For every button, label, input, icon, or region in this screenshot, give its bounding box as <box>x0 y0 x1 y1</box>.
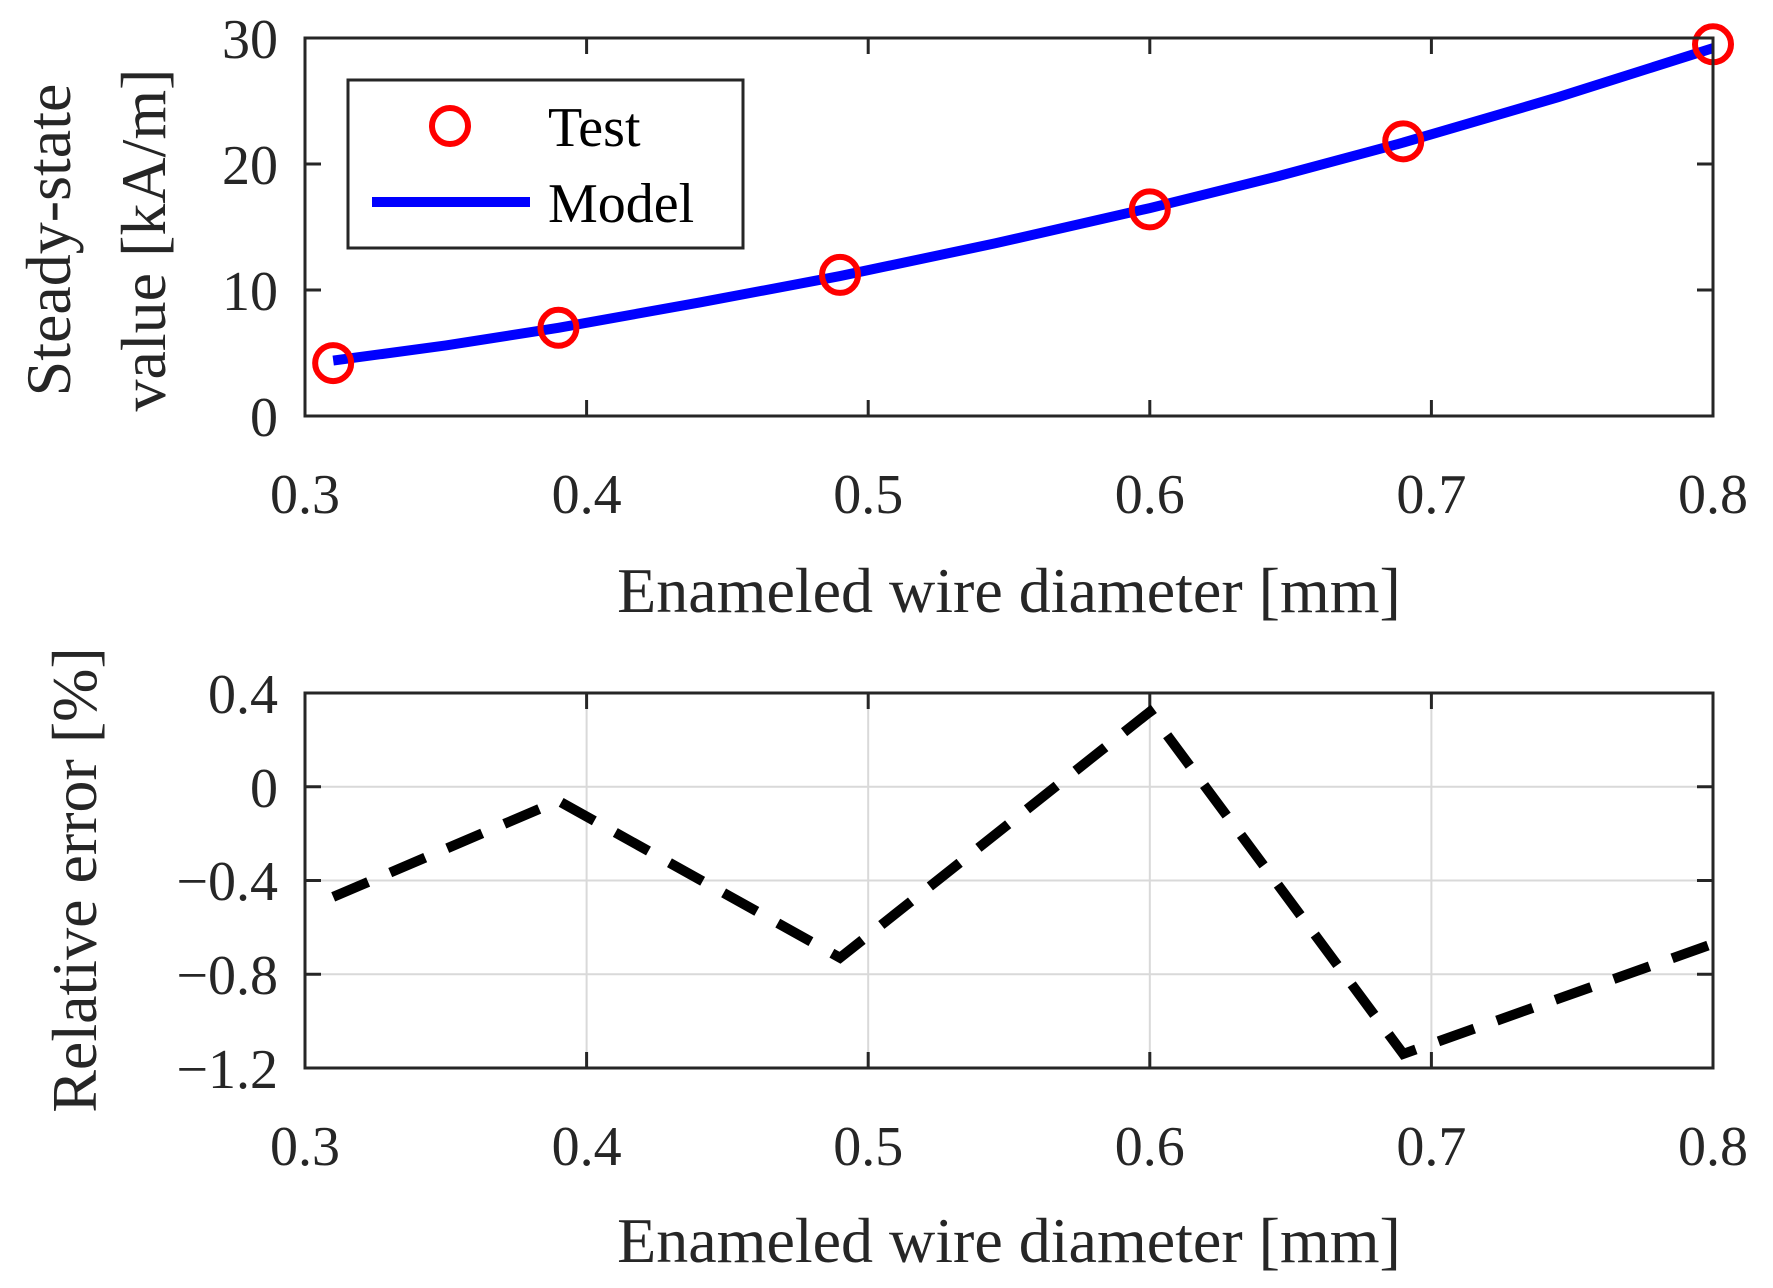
x-axis-label: Enameled wire diameter [mm] <box>617 555 1401 626</box>
legend-label-test: Test <box>548 97 641 159</box>
y-tick-label: 10 <box>222 261 278 323</box>
x-tick-labels: 0.3 0.4 0.5 0.6 0.7 0.8 <box>270 464 1748 526</box>
test-point <box>1382 120 1425 163</box>
legend: Test Model <box>346 78 745 250</box>
relative-error-line <box>331 704 1715 1060</box>
chart-steady-state: 0.3 0.4 0.5 0.6 0.7 0.8 0 10 20 30 Ename… <box>13 9 1748 626</box>
y-tick-label: 0 <box>250 387 278 449</box>
plot-frame <box>303 691 1715 1070</box>
test-point <box>537 306 580 349</box>
x-tick-labels: 0.3 0.4 0.5 0.6 0.7 0.8 <box>270 1116 1748 1178</box>
series-layer <box>331 704 1715 1060</box>
x-tick-label: 0.3 <box>270 464 340 526</box>
x-tick-label: 0.7 <box>1396 1116 1466 1178</box>
x-tick-label: 0.7 <box>1396 464 1466 526</box>
test-point <box>819 253 862 296</box>
legend-marker-test <box>429 105 471 147</box>
x-tick-label: 0.6 <box>1115 1116 1185 1178</box>
y-axis-label-line1: Steady-state <box>13 84 84 397</box>
y-tick-label: −0.8 <box>176 945 278 1007</box>
plot-frame <box>303 36 1715 418</box>
y-axis-label: Relative error [%] <box>39 647 110 1113</box>
legend-box <box>346 78 745 250</box>
test-point <box>1128 188 1171 231</box>
y-tick-label: 30 <box>222 9 278 71</box>
y-tick-label: −0.4 <box>176 851 278 913</box>
x-tick-label: 0.8 <box>1678 464 1748 526</box>
x-tick-label: 0.5 <box>833 1116 903 1178</box>
y-tick-label: 0.4 <box>208 664 278 726</box>
y-tick-labels: 0 10 20 30 <box>222 9 278 449</box>
y-tick-label: 20 <box>222 135 278 197</box>
x-axis-label: Enameled wire diameter [mm] <box>617 1205 1401 1276</box>
x-tick-label: 0.5 <box>833 464 903 526</box>
test-point <box>312 342 355 385</box>
x-tick-label: 0.6 <box>1115 464 1185 526</box>
y-tick-labels: 0.4 0 −0.4 −0.8 −1.2 <box>176 664 278 1101</box>
x-tick-label: 0.3 <box>270 1116 340 1178</box>
x-tick-label: 0.8 <box>1678 1116 1748 1178</box>
y-tick-label: −1.2 <box>176 1039 278 1101</box>
y-tick-label: 0 <box>250 758 278 820</box>
x-tick-label: 0.4 <box>552 464 622 526</box>
y-axis-label-line2: value [kA/m] <box>108 69 179 412</box>
x-tick-label: 0.4 <box>552 1116 622 1178</box>
chart-relative-error: 0.3 0.4 0.5 0.6 0.7 0.8 0.4 0 −0.4 −0.8 … <box>39 647 1748 1276</box>
model-line <box>332 43 1715 366</box>
series-layer <box>312 23 1734 385</box>
legend-label-model: Model <box>548 173 694 235</box>
